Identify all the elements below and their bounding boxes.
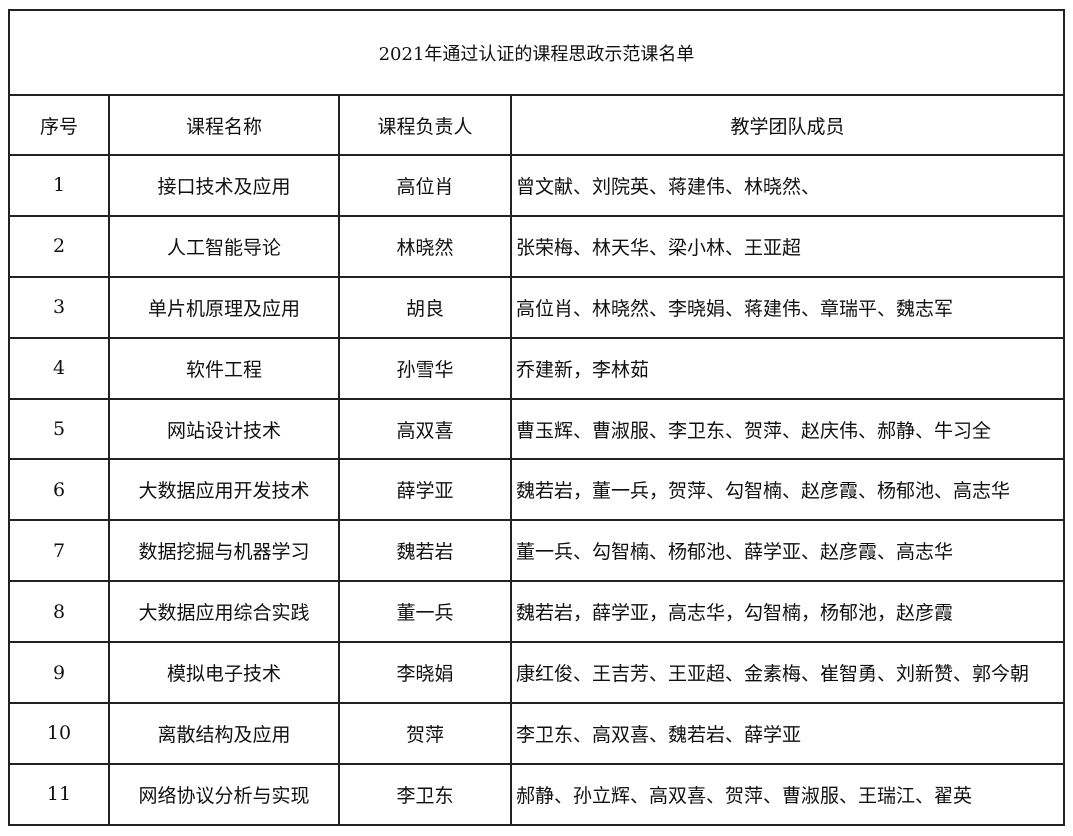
row-number: 5	[8, 397, 110, 461]
course-name: 大数据应用综合实践	[108, 580, 340, 644]
row-number: 2	[8, 214, 110, 278]
course-name: 离散结构及应用	[108, 702, 340, 765]
row-number: 6	[8, 458, 110, 522]
team-members: 康红俊、王吉芳、王亚超、金素梅、崔智勇、刘新赞、郭今朝	[510, 641, 1065, 705]
table-row: 4 软件工程 孙雪华 乔建新，李林茹	[8, 336, 1065, 400]
team-members: 魏若岩，薛学亚，高志华，勾智楠，杨郁池，赵彦霞	[510, 580, 1065, 644]
row-number: 11	[8, 762, 110, 826]
header-leader: 课程负责人	[338, 94, 512, 156]
table-row: 1 接口技术及应用 高位肖 曾文献、刘院英、蒋建伟、林晓然、	[8, 154, 1065, 217]
course-leader: 胡良	[338, 275, 512, 339]
course-list-table: 2021年通过认证的课程思政示范课名单 序号 课程名称 课程负责人 教学团队成员…	[8, 9, 1065, 826]
course-leader: 孙雪华	[338, 336, 512, 400]
team-members: 李卫东、高双喜、魏若岩、薛学亚	[510, 702, 1065, 765]
course-name: 单片机原理及应用	[108, 275, 340, 339]
table-row: 8 大数据应用综合实践 董一兵 魏若岩，薛学亚，高志华，勾智楠，杨郁池，赵彦霞	[8, 580, 1065, 644]
header-course: 课程名称	[108, 94, 340, 156]
course-name: 数据挖掘与机器学习	[108, 519, 340, 583]
course-name: 人工智能导论	[108, 214, 340, 278]
team-members: 曾文献、刘院英、蒋建伟、林晓然、	[510, 154, 1065, 217]
row-number: 1	[8, 154, 110, 217]
table-row: 10 离散结构及应用 贺萍 李卫东、高双喜、魏若岩、薛学亚	[8, 702, 1065, 765]
course-leader: 魏若岩	[338, 519, 512, 583]
course-name: 网站设计技术	[108, 397, 340, 461]
team-members: 张荣梅、林天华、梁小林、王亚超	[510, 214, 1065, 278]
course-name: 模拟电子技术	[108, 641, 340, 705]
row-number: 7	[8, 519, 110, 583]
course-leader: 贺萍	[338, 702, 512, 765]
course-name: 软件工程	[108, 336, 340, 400]
row-number: 9	[8, 641, 110, 705]
table-title: 2021年通过认证的课程思政示范课名单	[8, 9, 1065, 96]
table-row: 6 大数据应用开发技术 薛学亚 魏若岩，董一兵，贺萍、勾智楠、赵彦霞、杨郁池、高志华	[8, 458, 1065, 522]
team-members: 董一兵、勾智楠、杨郁池、薛学亚、赵彦霞、高志华	[510, 519, 1065, 583]
course-name: 网络协议分析与实现	[108, 762, 340, 826]
team-members: 乔建新，李林茹	[510, 336, 1065, 400]
row-number: 8	[8, 580, 110, 644]
course-leader: 李晓娟	[338, 641, 512, 705]
course-leader: 李卫东	[338, 762, 512, 826]
header-row: 序号 课程名称 课程负责人 教学团队成员	[8, 94, 1065, 156]
title-row: 2021年通过认证的课程思政示范课名单	[8, 9, 1065, 96]
course-name: 大数据应用开发技术	[108, 458, 340, 522]
row-number: 3	[8, 275, 110, 339]
row-number: 4	[8, 336, 110, 400]
course-leader: 高双喜	[338, 397, 512, 461]
table-row: 9 模拟电子技术 李晓娟 康红俊、王吉芳、王亚超、金素梅、崔智勇、刘新赞、郭今朝	[8, 641, 1065, 705]
course-name: 接口技术及应用	[108, 154, 340, 217]
header-no: 序号	[8, 94, 110, 156]
team-members: 郝静、孙立辉、高双喜、贺萍、曹淑服、王瑞江、翟英	[510, 762, 1065, 826]
team-members: 魏若岩，董一兵，贺萍、勾智楠、赵彦霞、杨郁池、高志华	[510, 458, 1065, 522]
table-row: 11 网络协议分析与实现 李卫东 郝静、孙立辉、高双喜、贺萍、曹淑服、王瑞江、翟英	[8, 762, 1065, 826]
course-leader: 董一兵	[338, 580, 512, 644]
course-leader: 高位肖	[338, 154, 512, 217]
row-number: 10	[8, 702, 110, 765]
table-row: 2 人工智能导论 林晓然 张荣梅、林天华、梁小林、王亚超	[8, 214, 1065, 278]
team-members: 曹玉辉、曹淑服、李卫东、贺萍、赵庆伟、郝静、牛习全	[510, 397, 1065, 461]
team-members: 高位肖、林晓然、李晓娟、蒋建伟、章瑞平、魏志军	[510, 275, 1065, 339]
course-leader: 薛学亚	[338, 458, 512, 522]
header-members: 教学团队成员	[510, 94, 1065, 156]
table-row: 5 网站设计技术 高双喜 曹玉辉、曹淑服、李卫东、贺萍、赵庆伟、郝静、牛习全	[8, 397, 1065, 461]
course-leader: 林晓然	[338, 214, 512, 278]
table-row: 7 数据挖掘与机器学习 魏若岩 董一兵、勾智楠、杨郁池、薛学亚、赵彦霞、高志华	[8, 519, 1065, 583]
table-row: 3 单片机原理及应用 胡良 高位肖、林晓然、李晓娟、蒋建伟、章瑞平、魏志军	[8, 275, 1065, 339]
